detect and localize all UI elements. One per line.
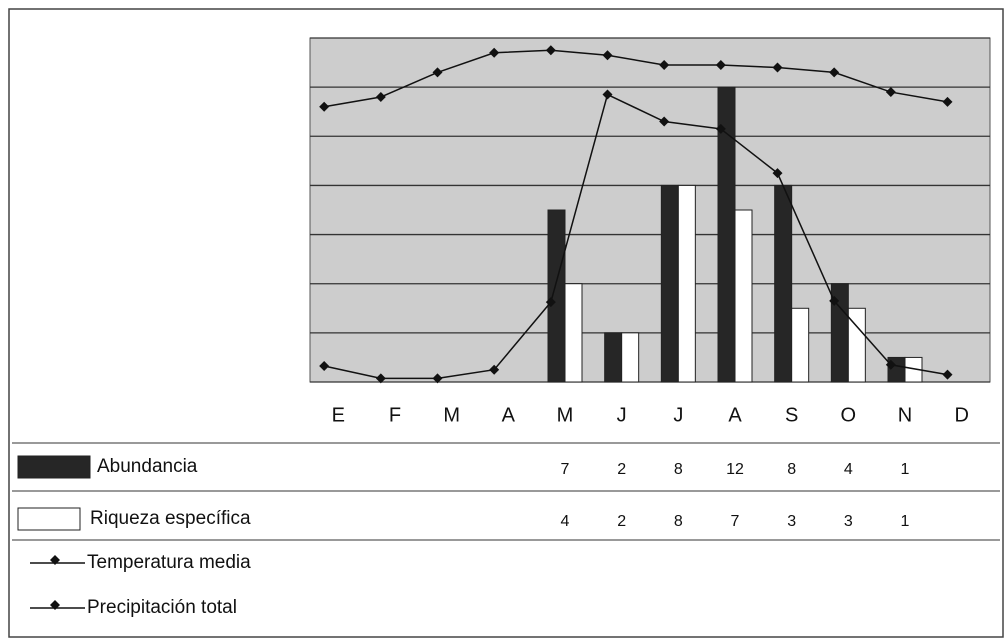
table-value: 2 bbox=[617, 513, 626, 530]
line-marker bbox=[715, 123, 726, 134]
line-marker bbox=[432, 67, 443, 78]
bar bbox=[774, 184, 793, 383]
legend-label: Temperatura media bbox=[87, 552, 251, 573]
bar bbox=[621, 332, 640, 383]
line-marker bbox=[659, 60, 670, 71]
bar bbox=[677, 184, 696, 383]
bar bbox=[734, 209, 753, 383]
bar bbox=[660, 184, 679, 383]
line-marker bbox=[375, 91, 386, 102]
x-tick-label: N bbox=[898, 404, 912, 426]
x-tick-label: S bbox=[785, 404, 798, 426]
legend-label: Abundancia bbox=[97, 456, 198, 477]
line-marker bbox=[489, 47, 500, 58]
table-value: 1 bbox=[901, 461, 910, 478]
line bbox=[324, 93, 948, 380]
line-marker bbox=[715, 60, 726, 71]
table-value: 3 bbox=[787, 513, 796, 530]
legend-label: Riqueza específica bbox=[90, 508, 251, 529]
line-marker bbox=[942, 369, 953, 380]
line-marker bbox=[489, 364, 500, 375]
line-marker bbox=[885, 359, 896, 370]
x-tick-label: F bbox=[389, 404, 401, 426]
table-value: 1 bbox=[901, 513, 910, 530]
line-marker bbox=[602, 50, 613, 61]
line bbox=[324, 49, 948, 108]
table-value: 7 bbox=[561, 461, 570, 478]
line-marker bbox=[602, 89, 613, 100]
bar bbox=[604, 332, 623, 383]
x-tick-label: M bbox=[557, 404, 574, 426]
legend-label: Precipitación total bbox=[87, 597, 237, 618]
line-marker bbox=[659, 116, 670, 127]
line-marker bbox=[375, 373, 386, 384]
table-value: 2 bbox=[617, 461, 626, 478]
table-value: 12 bbox=[726, 461, 744, 478]
x-tick-label: E bbox=[332, 404, 345, 426]
x-tick-label: J bbox=[673, 404, 683, 426]
x-tick-label: A bbox=[728, 404, 742, 426]
table-value: 8 bbox=[674, 513, 683, 530]
table-value: 8 bbox=[674, 461, 683, 478]
bar bbox=[847, 307, 866, 383]
table-value: 4 bbox=[844, 461, 853, 478]
line-marker bbox=[772, 62, 783, 73]
x-tick-label: D bbox=[954, 404, 968, 426]
line-marker bbox=[432, 373, 443, 384]
table-value: 3 bbox=[844, 513, 853, 530]
frame bbox=[8, 8, 1004, 638]
legend-marker bbox=[50, 555, 60, 565]
legend-swatch bbox=[17, 507, 81, 531]
line-marker bbox=[319, 101, 330, 112]
plot-area bbox=[309, 37, 991, 383]
table-value: 8 bbox=[787, 461, 796, 478]
line-marker bbox=[885, 87, 896, 98]
bar bbox=[547, 209, 566, 383]
line-marker bbox=[545, 45, 556, 56]
table-value: 4 bbox=[561, 513, 570, 530]
bar bbox=[564, 283, 583, 383]
legend-marker bbox=[50, 600, 60, 610]
x-tick-label: J bbox=[617, 404, 627, 426]
x-tick-label: M bbox=[443, 404, 460, 426]
bar bbox=[791, 307, 810, 383]
line-marker bbox=[319, 361, 330, 372]
line-marker bbox=[829, 67, 840, 78]
legend-swatch bbox=[17, 455, 91, 479]
table-value: 7 bbox=[731, 513, 740, 530]
line-marker bbox=[772, 168, 783, 179]
line-marker bbox=[829, 295, 840, 306]
x-tick-label: A bbox=[502, 404, 516, 426]
x-tick-label: O bbox=[841, 404, 857, 426]
line-marker bbox=[545, 297, 556, 308]
line-marker bbox=[942, 96, 953, 107]
